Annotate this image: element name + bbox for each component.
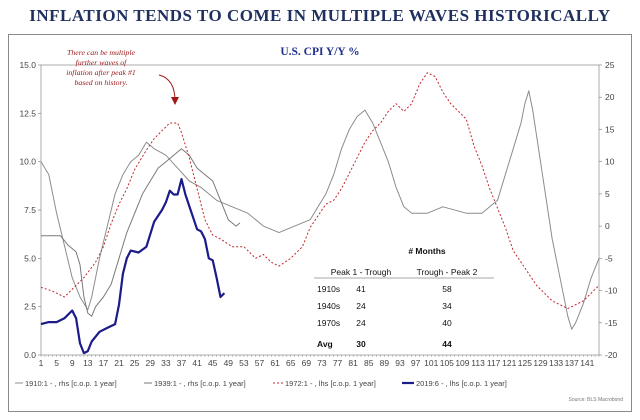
annotation-line-3: inflation after peak #1 bbox=[66, 68, 136, 77]
right-tick-label: -15 bbox=[605, 318, 618, 328]
x-tick-label: 105 bbox=[440, 358, 454, 368]
x-tick-label: 21 bbox=[114, 358, 124, 368]
series-line-1972 bbox=[40, 72, 600, 310]
table-row-3-col-1: 24 bbox=[356, 318, 366, 328]
x-tick-label: 9 bbox=[70, 358, 75, 368]
left-tick-label: 0.0 bbox=[24, 350, 36, 360]
table-header-1: Peak 1 - Trough bbox=[331, 267, 392, 277]
x-tick-label: 17 bbox=[99, 358, 109, 368]
annotation-line-4: based on history. bbox=[74, 78, 127, 87]
x-tick-label: 13 bbox=[83, 358, 93, 368]
x-tick-label: 125 bbox=[518, 358, 532, 368]
table-avg-label: Avg bbox=[317, 339, 333, 349]
right-tick-label: 0 bbox=[605, 221, 610, 231]
x-axis: 1 5 9 13 17 21 25 29 33 37 41 45 49 53 57 61 65 69 73 77 81 8… bbox=[39, 355, 600, 368]
table-row-3-label: 1970s bbox=[317, 318, 340, 328]
x-tick-label: 1 bbox=[39, 358, 44, 368]
table-row-2-col-1: 24 bbox=[356, 301, 366, 311]
series-line-1939 bbox=[41, 148, 241, 317]
x-tick-label: 57 bbox=[255, 358, 265, 368]
legend-label-1939: 1939:1 - , rhs [c.o.p. 1 year] bbox=[154, 379, 246, 388]
page-title: INFLATION TENDS TO COME IN MULTIPLE WAVE… bbox=[29, 6, 611, 25]
table-header-2: Trough - Peak 2 bbox=[417, 267, 478, 277]
x-tick-label: 117 bbox=[487, 358, 501, 368]
table-row-2-col-2: 34 bbox=[442, 301, 452, 311]
series-layer bbox=[40, 72, 600, 355]
legend-label-2019: 2019:6 - , lhs [c.o.p. 1 year] bbox=[416, 379, 507, 388]
chart-title: U.S. CPI Y/Y % bbox=[280, 46, 359, 58]
annotation: There can be multiple further waves of i… bbox=[66, 48, 179, 105]
x-tick-label: 85 bbox=[364, 358, 374, 368]
table-row-1-col-1: 41 bbox=[356, 284, 366, 294]
annotation-line-1: There can be multiple bbox=[67, 48, 135, 57]
right-axis: -20 -15 -10 -5 0 5 10 15 20 25 bbox=[599, 60, 618, 360]
x-tick-label: 69 bbox=[302, 358, 312, 368]
x-tick-label: 49 bbox=[224, 358, 234, 368]
table-row-1-col-2: 58 bbox=[442, 284, 452, 294]
x-tick-label: 93 bbox=[395, 358, 405, 368]
x-tick-label: 45 bbox=[208, 358, 218, 368]
x-tick-label: 137 bbox=[565, 358, 579, 368]
left-axis: 0.0 2.5 5.0 7.5 10.0 12.5 15.0 bbox=[19, 60, 41, 360]
right-tick-label: 20 bbox=[605, 92, 615, 102]
right-tick-label: -10 bbox=[605, 286, 618, 296]
left-tick-label: 7.5 bbox=[24, 205, 36, 215]
x-tick-label: 121 bbox=[502, 358, 516, 368]
x-tick-label: 61 bbox=[270, 358, 280, 368]
x-tick-label: 113 bbox=[471, 358, 485, 368]
x-tick-label: 109 bbox=[455, 358, 469, 368]
right-tick-label: 10 bbox=[605, 157, 615, 167]
right-tick-label: -5 bbox=[605, 253, 613, 263]
left-tick-label: 5.0 bbox=[24, 253, 36, 263]
table-row-3-col-2: 40 bbox=[442, 318, 452, 328]
x-tick-label: 25 bbox=[130, 358, 140, 368]
cpi-line-chart: U.S. CPI Y/Y % 0.02.55.07.510.012.515.0 … bbox=[15, 46, 624, 403]
x-tick-label: 37 bbox=[177, 358, 187, 368]
right-tick-label: -20 bbox=[605, 350, 618, 360]
months-table: # Months Peak 1 - Trough Trough - Peak 2… bbox=[309, 244, 505, 354]
left-tick-label: 2.5 bbox=[24, 302, 36, 312]
left-tick-label: 12.5 bbox=[19, 108, 36, 118]
annotation-arrowhead bbox=[171, 97, 179, 105]
x-tick-label: 101 bbox=[424, 358, 438, 368]
x-tick-label: 89 bbox=[380, 358, 390, 368]
x-tick-label: 141 bbox=[580, 358, 594, 368]
table-avg-col-2: 44 bbox=[442, 339, 452, 349]
x-tick-label: 65 bbox=[286, 358, 296, 368]
months-table-bg bbox=[309, 244, 505, 354]
x-tick-label: 73 bbox=[317, 358, 327, 368]
right-tick-label: 25 bbox=[605, 60, 615, 70]
series-line-1910 bbox=[40, 90, 600, 330]
x-tick-label: 53 bbox=[239, 358, 249, 368]
left-tick-label: 15.0 bbox=[19, 60, 36, 70]
table-row-2-label: 1940s bbox=[317, 301, 340, 311]
legend: 1910:1 - , rhs [c.o.p. 1 year] 1939:1 - … bbox=[15, 379, 507, 388]
x-tick-label: 41 bbox=[192, 358, 202, 368]
x-tick-label: 5 bbox=[54, 358, 59, 368]
right-tick-label: 15 bbox=[605, 124, 615, 134]
x-tick-label: 81 bbox=[348, 358, 358, 368]
x-tick-label: 77 bbox=[333, 358, 343, 368]
x-tick-label: 33 bbox=[161, 358, 171, 368]
source-note: Source: BLS Macrobond bbox=[569, 397, 624, 403]
table-row-1-label: 1910s bbox=[317, 284, 340, 294]
x-tick-label: 133 bbox=[549, 358, 563, 368]
table-title: # Months bbox=[408, 246, 446, 256]
legend-label-1972: 1972:1 - , lhs [c.o.p. 1 year] bbox=[285, 379, 376, 388]
x-tick-label: 129 bbox=[533, 358, 547, 368]
table-avg-col-1: 30 bbox=[356, 339, 366, 349]
annotation-line-2: further waves of bbox=[76, 58, 129, 67]
x-tick-label: 29 bbox=[146, 358, 156, 368]
right-tick-label: 5 bbox=[605, 189, 610, 199]
series-line-2019 bbox=[40, 178, 226, 355]
x-tick-label: 97 bbox=[411, 358, 421, 368]
legend-label-1910: 1910:1 - , rhs [c.o.p. 1 year] bbox=[25, 379, 117, 388]
chart-frame: U.S. CPI Y/Y % 0.0 2.5 5.0 7.5 10.0 12.5 15.0 … bbox=[8, 34, 632, 412]
left-tick-label: 10.0 bbox=[19, 157, 36, 167]
